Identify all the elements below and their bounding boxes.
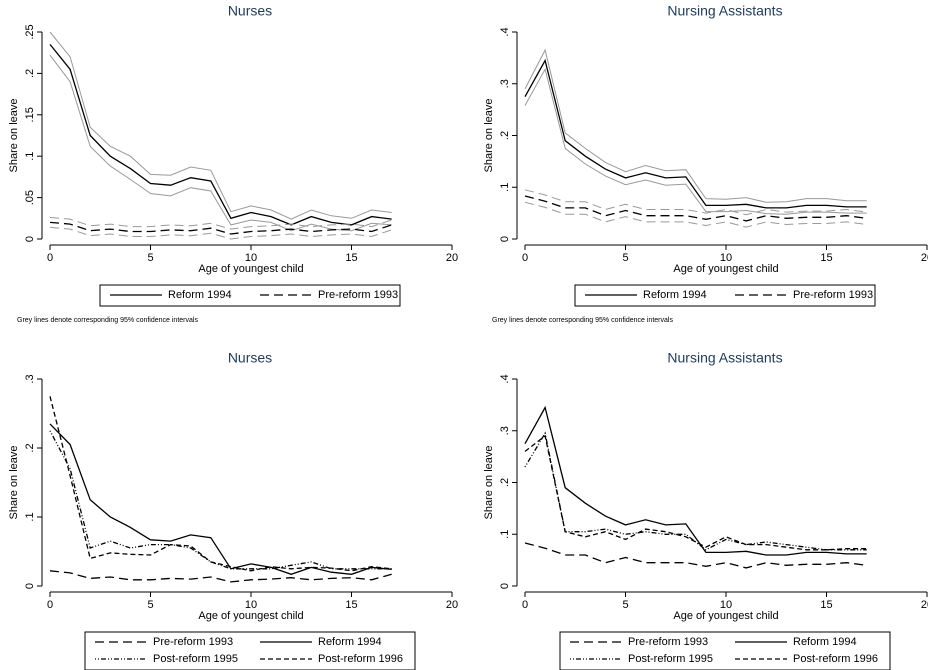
ci-upper-line bbox=[49, 217, 392, 230]
y-axis-label: Share on leave bbox=[8, 446, 20, 520]
x-tick-label: 0 bbox=[47, 599, 53, 611]
panel: Nursing Assistants Share on leave Age of y… bbox=[483, 3, 928, 324]
x-tick-label: 20 bbox=[446, 252, 458, 264]
legend-label: Reform 1994 bbox=[643, 289, 707, 301]
y-tick-label: .3 bbox=[24, 374, 36, 383]
legend-label: Post-reform 1996 bbox=[318, 653, 403, 665]
x-tick-label: 10 bbox=[245, 599, 257, 611]
y-tick-label: .4 bbox=[499, 27, 511, 36]
ci-lower-line bbox=[49, 226, 392, 240]
series-line bbox=[49, 221, 392, 235]
x-axis-label: Age of youngest child bbox=[198, 263, 303, 275]
x-tick-label: 5 bbox=[147, 599, 153, 611]
series-line bbox=[524, 195, 867, 222]
x-tick-label: 0 bbox=[522, 599, 528, 611]
series-line bbox=[49, 396, 392, 572]
chart-title: Nursing Assistants bbox=[667, 3, 782, 19]
y-axis-label: Share on leave bbox=[8, 99, 20, 173]
y-tick-label: 0 bbox=[24, 236, 36, 242]
ci-lower-line bbox=[49, 54, 392, 232]
x-axis-label: Age of youngest child bbox=[198, 610, 303, 622]
panel: Nurses Share on leave Age of youngest chil… bbox=[8, 350, 458, 670]
y-tick-label: .05 bbox=[24, 190, 36, 205]
legend-box bbox=[84, 631, 416, 670]
chart-title: Nurses bbox=[228, 3, 272, 19]
x-tick-label: 20 bbox=[921, 599, 928, 611]
x-tick-label: 5 bbox=[622, 599, 628, 611]
x-tick-label: 0 bbox=[522, 252, 528, 264]
series-line bbox=[524, 434, 867, 551]
legend-label: Pre-reform 1993 bbox=[153, 636, 233, 648]
y-axis-label: Share on leave bbox=[483, 446, 495, 520]
legend-box bbox=[99, 284, 401, 307]
y-tick-label: .1 bbox=[24, 152, 36, 161]
panel: Nursing Assistants Share on leave Age of y… bbox=[483, 350, 928, 670]
y-tick-label: .2 bbox=[499, 478, 511, 487]
chart-title: Nurses bbox=[228, 350, 272, 366]
ci-lower-line bbox=[524, 67, 867, 215]
x-tick-label: 10 bbox=[720, 599, 732, 611]
y-tick-label: .2 bbox=[499, 131, 511, 140]
y-tick-label: .3 bbox=[499, 79, 511, 88]
series-line bbox=[524, 58, 867, 209]
legend-label: Pre-reform 1993 bbox=[793, 289, 873, 301]
legend-label: Post-reform 1995 bbox=[153, 653, 238, 665]
x-axis-label: Age of youngest child bbox=[673, 263, 778, 275]
y-tick-label: .2 bbox=[24, 69, 36, 78]
x-tick-label: 15 bbox=[345, 252, 357, 264]
y-tick-label: .1 bbox=[499, 183, 511, 192]
series-line bbox=[524, 431, 867, 551]
legend-label: Post-reform 1996 bbox=[793, 653, 878, 665]
y-axis-label: Share on leave bbox=[483, 99, 495, 173]
legend-label: Reform 1994 bbox=[318, 636, 382, 648]
y-tick-label: .2 bbox=[24, 443, 36, 452]
y-tick-label: 0 bbox=[24, 583, 36, 589]
note: Grey lines denote corresponding 95% conf… bbox=[492, 317, 673, 324]
y-tick-label: .3 bbox=[499, 426, 511, 435]
panel: Nurses Share on leave Age of youngest chil… bbox=[8, 3, 458, 324]
legend-label: Reform 1994 bbox=[793, 636, 857, 648]
x-tick-label: 0 bbox=[47, 252, 53, 264]
y-tick-label: 0 bbox=[499, 583, 511, 589]
legend-label: Reform 1994 bbox=[168, 289, 232, 301]
y-tick-label: 0 bbox=[499, 236, 511, 242]
x-tick-label: 15 bbox=[345, 599, 357, 611]
x-tick-label: 5 bbox=[147, 252, 153, 264]
ci-upper-line bbox=[524, 189, 867, 216]
legend-box bbox=[559, 631, 891, 670]
x-tick-label: 10 bbox=[720, 252, 732, 264]
legend-label: Pre-reform 1993 bbox=[318, 289, 398, 301]
ci-upper-line bbox=[524, 48, 867, 203]
y-tick-label: .15 bbox=[24, 107, 36, 122]
x-tick-label: 5 bbox=[622, 252, 628, 264]
ci-upper-line bbox=[49, 31, 392, 220]
x-tick-label: 20 bbox=[921, 252, 928, 264]
y-tick-label: .4 bbox=[499, 374, 511, 383]
legend-box bbox=[574, 284, 876, 307]
x-axis-label: Age of youngest child bbox=[673, 610, 778, 622]
series-line bbox=[49, 423, 392, 575]
y-tick-label: .1 bbox=[24, 512, 36, 521]
note: Grey lines denote corresponding 95% conf… bbox=[17, 317, 198, 324]
chart-title: Nursing Assistants bbox=[667, 350, 782, 366]
ci-lower-line bbox=[524, 201, 867, 228]
series-line bbox=[49, 430, 392, 570]
x-tick-label: 15 bbox=[820, 252, 832, 264]
y-tick-label: .25 bbox=[24, 24, 36, 39]
x-tick-label: 15 bbox=[820, 599, 832, 611]
legend-label: Pre-reform 1993 bbox=[628, 636, 708, 648]
x-tick-label: 20 bbox=[446, 599, 458, 611]
series-line bbox=[49, 43, 392, 226]
series-line bbox=[524, 542, 867, 569]
x-tick-label: 10 bbox=[245, 252, 257, 264]
series-line bbox=[49, 570, 392, 583]
series-line bbox=[524, 405, 867, 556]
legend-label: Post-reform 1995 bbox=[628, 653, 713, 665]
y-tick-label: .1 bbox=[499, 530, 511, 539]
